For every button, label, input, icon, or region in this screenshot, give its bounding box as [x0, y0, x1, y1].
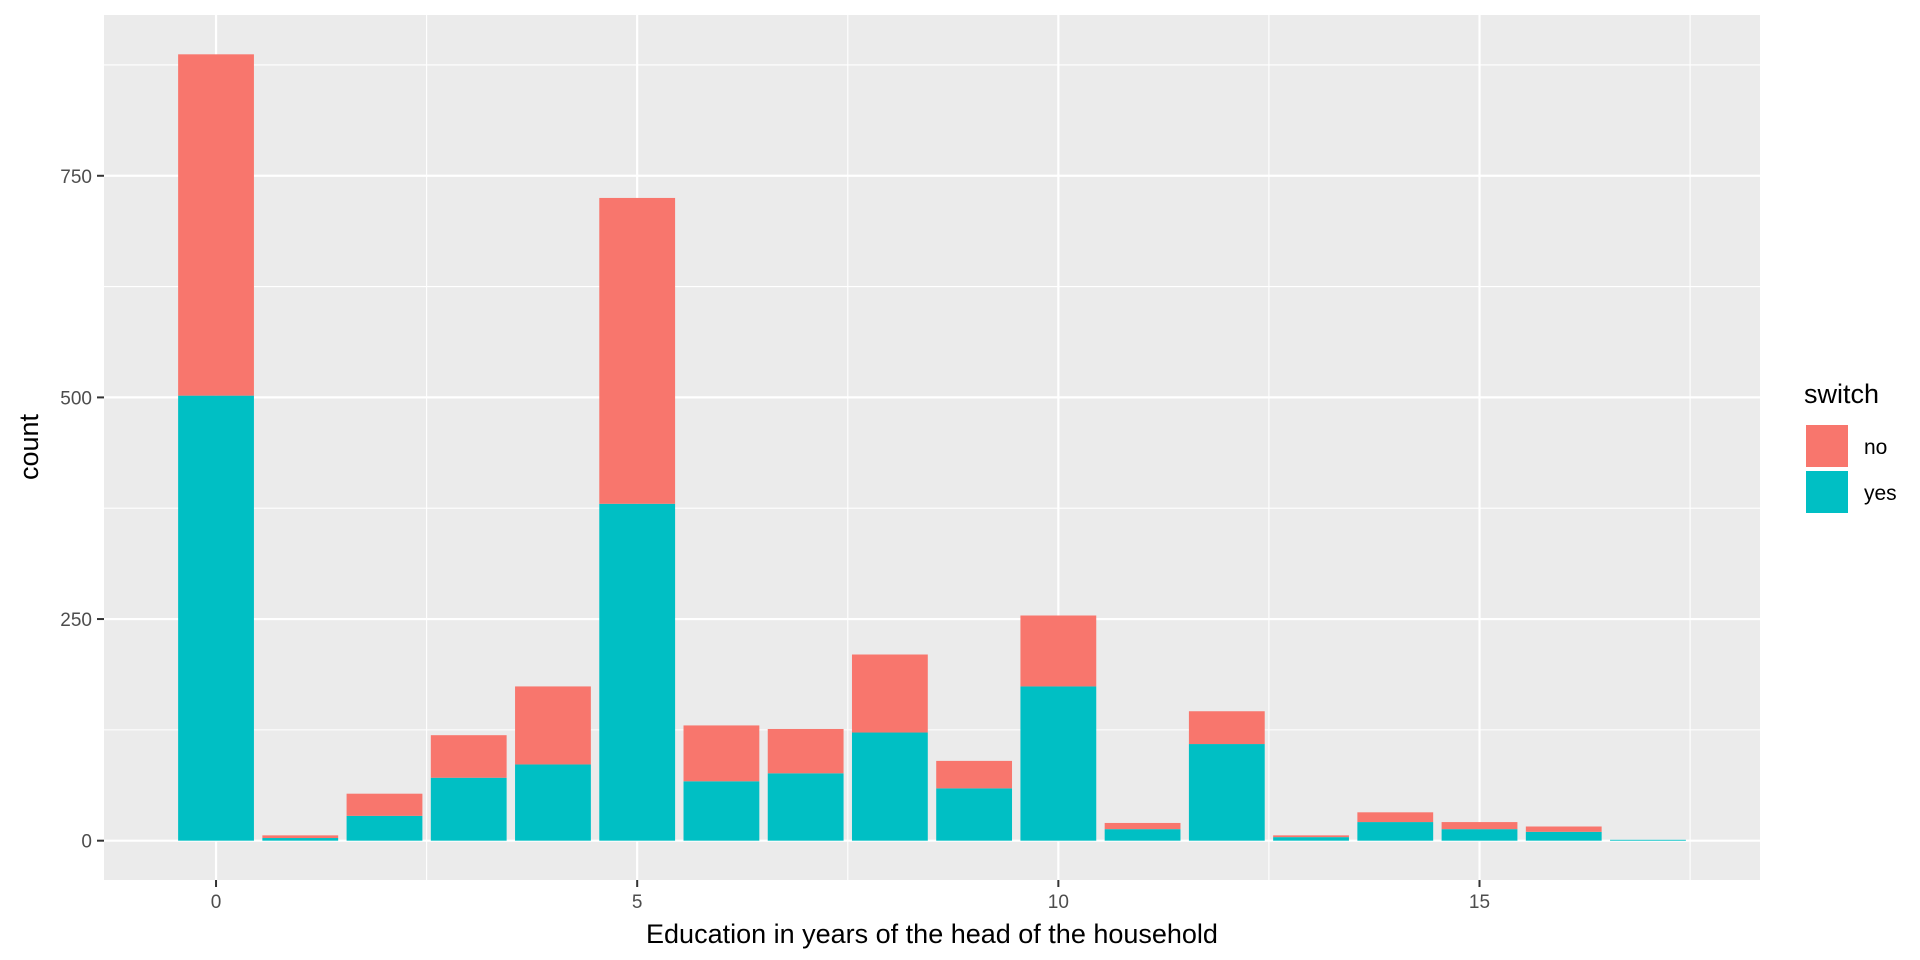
- bar-no-14: [1357, 812, 1434, 823]
- legend-label-yes: yes: [1864, 482, 1897, 505]
- y-tick-label: 0: [81, 832, 92, 853]
- bar-yes-5: [599, 503, 676, 841]
- bar-no-1: [262, 835, 339, 839]
- bar-yes-4: [515, 764, 591, 841]
- x-tick-label: 15: [1469, 892, 1490, 913]
- bar-yes-6: [683, 781, 760, 841]
- bars: [178, 54, 1686, 841]
- x-axis-title: Education in years of the head of the ho…: [646, 919, 1218, 949]
- bar-no-13: [1273, 835, 1349, 838]
- plot-panel: [104, 15, 1760, 880]
- bar-no-10: [1020, 615, 1097, 687]
- bar-no-16: [1525, 826, 1602, 832]
- x-tick-label: 5: [632, 892, 643, 913]
- bar-no-15: [1441, 822, 1518, 830]
- bar-yes-8: [851, 732, 928, 841]
- bar-no-11: [1104, 822, 1181, 830]
- bar-yes-3: [430, 777, 507, 841]
- bar-yes-1: [262, 838, 339, 841]
- legend-title: switch: [1804, 379, 1879, 409]
- bar-yes-2: [346, 815, 423, 841]
- bar-no-12: [1188, 711, 1265, 745]
- y-axis-title: count: [14, 413, 44, 480]
- bar-yes-7: [767, 773, 844, 841]
- bar-no-6: [683, 725, 760, 782]
- bar-no-7: [767, 728, 844, 774]
- legend: switch no yes: [1804, 379, 1897, 513]
- bar-no-9: [936, 760, 1013, 789]
- minor-gridlines: [104, 15, 1760, 880]
- bar-yes-15: [1441, 829, 1518, 841]
- x-axis: 0 5 10 15: [211, 880, 1490, 913]
- bar-yes-14: [1357, 822, 1434, 841]
- y-tick-label: 250: [60, 610, 92, 631]
- bar-no-4: [515, 686, 591, 765]
- bar-no-8: [851, 654, 928, 733]
- bar-yes-13: [1273, 837, 1349, 841]
- legend-key-yes: [1806, 471, 1848, 513]
- bar-no-0: [178, 54, 254, 396]
- y-tick-label: 500: [60, 388, 92, 409]
- legend-label-no: no: [1864, 436, 1887, 459]
- bar-no-5: [599, 197, 676, 504]
- bar-yes-10: [1020, 686, 1097, 841]
- bar-yes-17: [1610, 839, 1686, 841]
- bar-yes-16: [1525, 831, 1602, 841]
- bar-no-3: [430, 735, 507, 778]
- bar-yes-9: [936, 788, 1013, 841]
- legend-key-no: [1806, 425, 1848, 467]
- x-tick-label: 0: [211, 892, 222, 913]
- bar-yes-0: [178, 395, 254, 841]
- bar-yes-12: [1188, 744, 1265, 841]
- bar-no-2: [346, 793, 423, 816]
- y-tick-label: 750: [60, 167, 92, 188]
- x-tick-label: 10: [1048, 892, 1069, 913]
- y-axis: 0 250 500 750: [60, 167, 104, 853]
- bar-yes-11: [1104, 829, 1181, 841]
